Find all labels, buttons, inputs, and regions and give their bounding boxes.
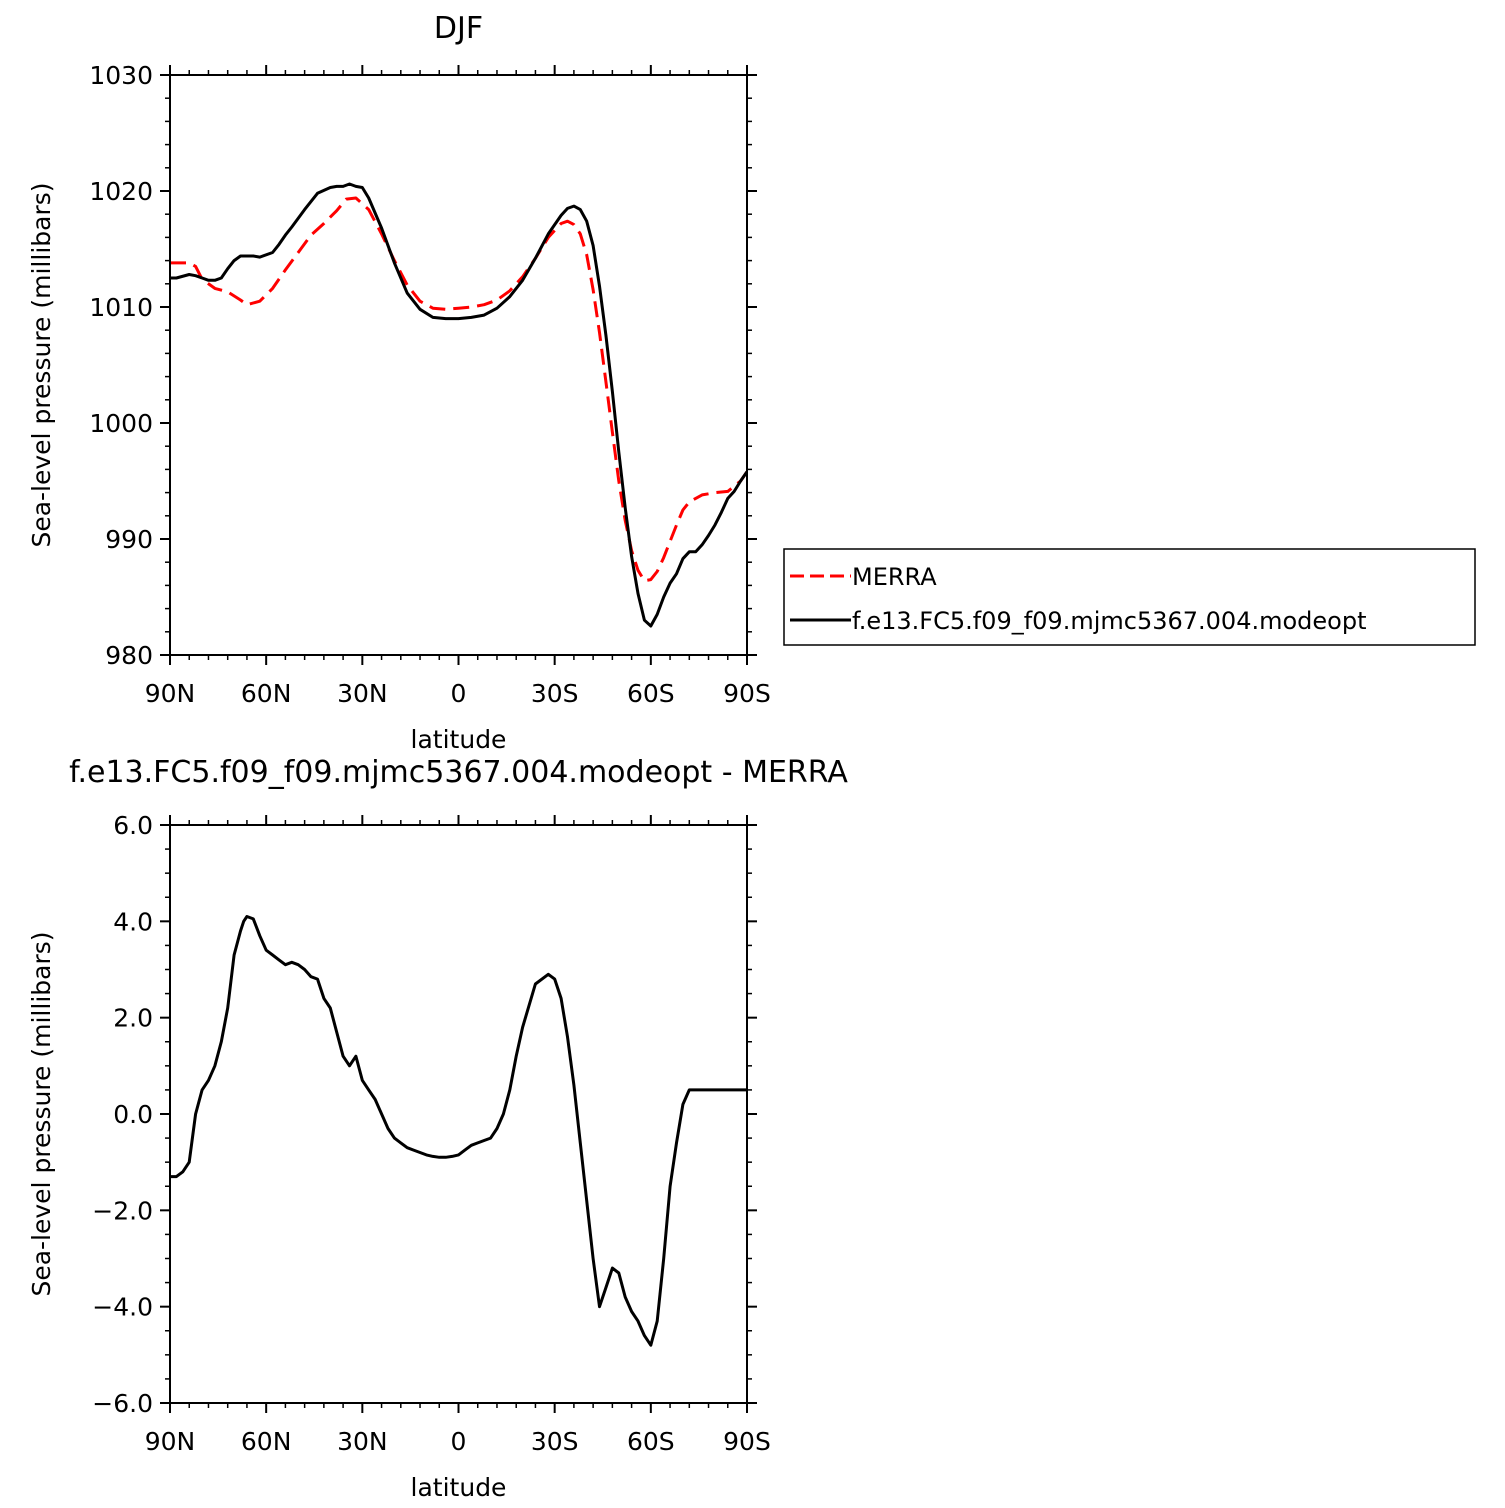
x-tick-label: 30N — [337, 679, 388, 708]
y-tick-label: 2.0 — [113, 1004, 153, 1033]
x-tick-label: 0 — [451, 1427, 467, 1456]
legend-label-1: f.e13.FC5.f09_f09.mjmc5367.004.modeopt — [852, 607, 1367, 635]
series-line-0 — [170, 915, 747, 1347]
x-tick-label: 30S — [531, 1427, 579, 1456]
y-tick-label: −6.0 — [92, 1389, 153, 1418]
chart-title: f.e13.FC5.f09_f09.mjmc5367.004.modeopt -… — [69, 755, 848, 790]
x-tick-label: 0 — [451, 679, 467, 708]
y-axis-label: Sea-level pressure (millibars) — [27, 931, 56, 1296]
x-tick-label: 90S — [723, 1427, 771, 1456]
x-tick-label: 90S — [723, 679, 771, 708]
legend-label-0: MERRA — [852, 563, 937, 591]
y-tick-label: 1000 — [89, 409, 153, 438]
y-tick-label: 990 — [105, 525, 153, 554]
plot-frame — [169, 824, 748, 1404]
y-tick-label: 0.0 — [113, 1100, 153, 1129]
y-tick-label: 1020 — [89, 177, 153, 206]
top-panel: 90N 60N 30N 0 30S 60S 90S 980 990 1000 1010 1020 103… — [27, 11, 771, 754]
y-tick-label: 1030 — [89, 61, 153, 90]
bottom-panel: 90N 60N 30N 0 30S 60S 90S −6.0 −4.0 −2.0 0.0 2.0 4.0… — [27, 755, 848, 1502]
x-tick-label: 60N — [241, 1427, 292, 1456]
series-group — [170, 915, 747, 1347]
series-line-1 — [170, 182, 747, 628]
x-tick-label: 30S — [531, 679, 579, 708]
legend-box — [783, 548, 1476, 646]
x-axis-label: latitude — [411, 1473, 507, 1502]
y-tick-label: −4.0 — [92, 1293, 153, 1322]
x-tick-label: 30N — [337, 1427, 388, 1456]
y-axis-label: Sea-level pressure (millibars) — [27, 182, 56, 547]
x-tick-label: 90N — [145, 679, 196, 708]
x-tick-label: 90N — [145, 1427, 196, 1456]
y-tick-label: −2.0 — [92, 1196, 153, 1225]
chart-title: DJF — [434, 11, 483, 46]
x-tick-label: 60N — [241, 679, 292, 708]
x-tick-label: 60S — [627, 679, 675, 708]
series-group — [170, 182, 747, 628]
y-tick-label: 980 — [105, 641, 153, 670]
plot-frame — [169, 74, 748, 656]
y-tick-label: 1010 — [89, 293, 153, 322]
y-tick-label: 6.0 — [113, 811, 153, 840]
x-axis-label: latitude — [411, 725, 507, 754]
x-tick-label: 60S — [627, 1427, 675, 1456]
y-tick-label: 4.0 — [113, 907, 153, 936]
series-line-0 — [170, 196, 747, 583]
legend: MERRA f.e13.FC5.f09_f09.mjmc5367.004.mode… — [783, 548, 1476, 646]
